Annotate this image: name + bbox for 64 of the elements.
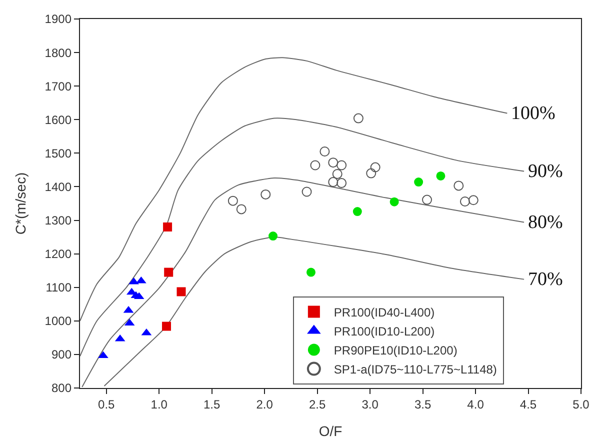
y-axis-title: C*(m/sec): [12, 172, 28, 235]
point: [336, 178, 347, 188]
y-tick-label: 1700: [44, 79, 72, 94]
y-tick-label: 900: [51, 348, 72, 362]
legend-label: PR100(ID40-L400): [334, 305, 435, 320]
point: [306, 268, 316, 277]
point: [162, 322, 171, 331]
y-tick-label: 1300: [44, 213, 72, 228]
point: [353, 113, 364, 124]
y-tick-label: 1600: [44, 112, 72, 127]
x-tick-label: 3.0: [362, 398, 379, 412]
point: [422, 194, 432, 205]
point: [98, 351, 108, 358]
y-tick-label: 1500: [44, 146, 72, 160]
point: [336, 160, 347, 170]
y-tick-label: 1400: [44, 180, 72, 194]
line-series: [82, 178, 525, 388]
y-tick-label: 1200: [44, 247, 72, 262]
legend-label: SP1-a(ID75~110-L775~L1148): [334, 362, 497, 376]
point: [176, 287, 186, 296]
point: [370, 162, 380, 172]
point: [332, 168, 342, 179]
point: [436, 171, 446, 180]
point: [414, 178, 424, 187]
series-label: 90%: [528, 161, 563, 182]
x-tick-label: 2.0: [256, 398, 274, 412]
y-tick-label: 1800: [44, 46, 72, 60]
point: [390, 197, 399, 206]
point: [352, 207, 362, 216]
point: [310, 160, 320, 170]
line-series: [80, 118, 525, 357]
point: [454, 180, 464, 191]
series-label: 100%: [511, 103, 556, 124]
legend-label: PR100(ID10-L200): [334, 324, 435, 338]
y-tick-label: 1000: [44, 314, 72, 328]
point: [268, 232, 278, 241]
point: [460, 196, 470, 206]
point: [328, 177, 338, 188]
point: [164, 268, 174, 277]
point: [236, 204, 246, 214]
x-tick-label: 3.5: [414, 398, 432, 412]
point: [260, 189, 271, 200]
x-tick-label: 0.5: [98, 398, 116, 412]
legend-label: PR90PE10(ID10-L200): [334, 343, 458, 358]
line-series: [80, 57, 508, 322]
point: [468, 195, 478, 206]
point: [366, 168, 376, 178]
series-label: 70%: [528, 269, 563, 290]
y-tick-label: 800: [51, 381, 72, 396]
x-tick-label: 5.0: [572, 398, 590, 412]
x-tick-label: 4.0: [467, 398, 484, 412]
point: [320, 146, 330, 156]
x-tick-label: 2.5: [308, 398, 326, 412]
point: [328, 158, 338, 168]
series-label: 80%: [528, 212, 563, 233]
x-axis-title: O/F: [318, 422, 342, 439]
point: [163, 222, 172, 232]
x-tick-label: 1.5: [203, 398, 221, 412]
point: [228, 196, 238, 206]
y-tick-label: 1100: [46, 280, 72, 295]
x-tick-label: 4.5: [520, 398, 537, 412]
y-tick-label: 1900: [44, 12, 72, 26]
x-tick-label: 1.0: [150, 398, 168, 412]
point: [302, 186, 312, 197]
